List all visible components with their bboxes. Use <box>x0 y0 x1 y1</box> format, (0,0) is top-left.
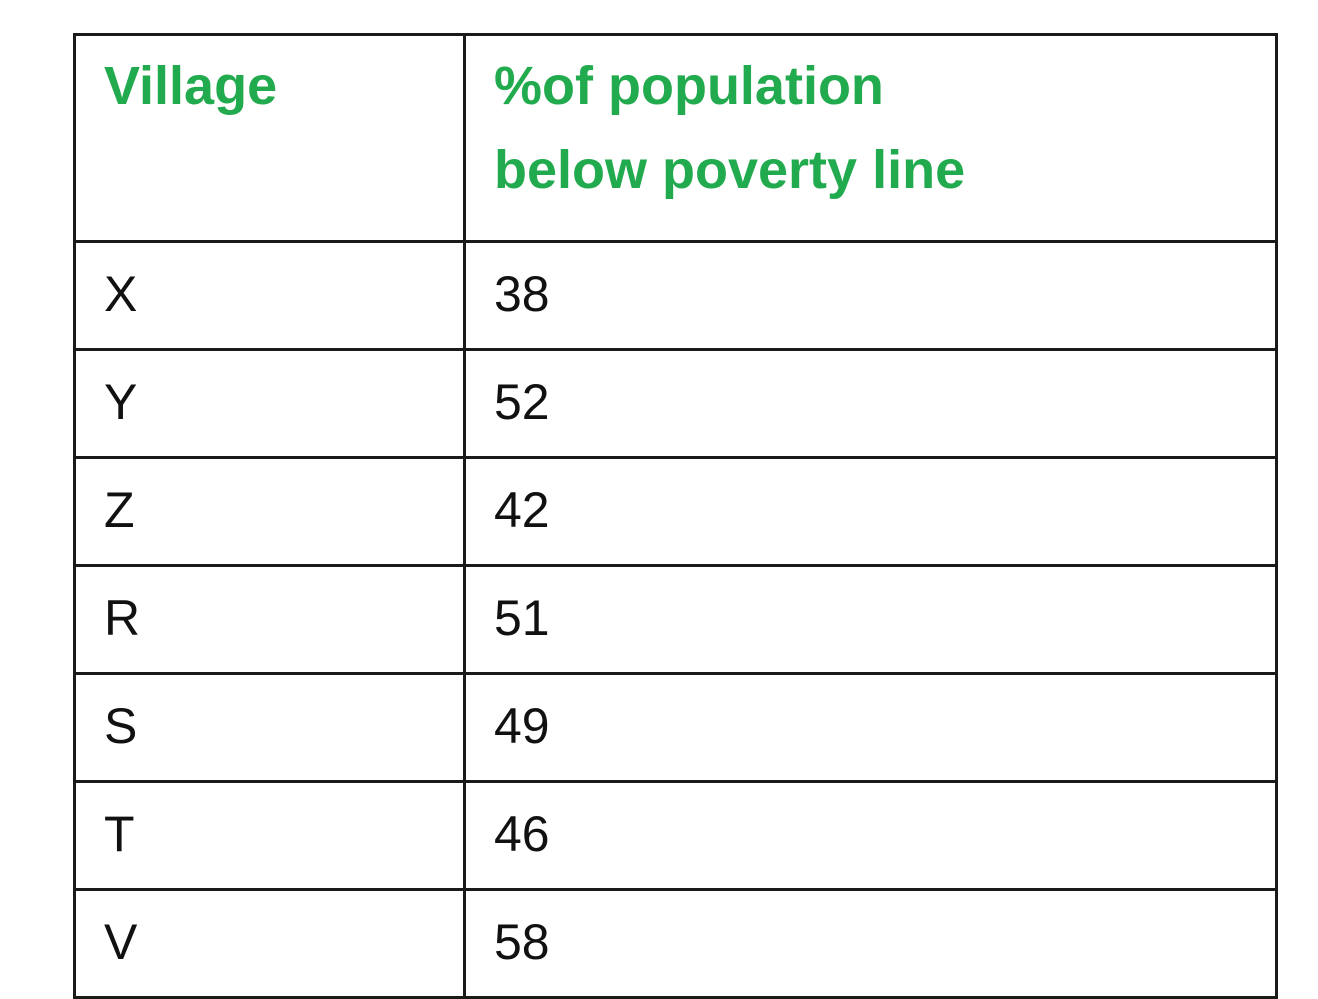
village-cell: T <box>73 780 466 891</box>
table-row: Y 52 <box>73 348 1278 459</box>
table-header: Village %of population below poverty lin… <box>73 33 1278 243</box>
percent-cell: 49 <box>463 672 1278 783</box>
header-percent-below-poverty: %of population below poverty line <box>463 33 1278 243</box>
percent-cell: 46 <box>463 780 1278 891</box>
percent-cell: 42 <box>463 456 1278 567</box>
village-cell: R <box>73 564 466 675</box>
village-cell: Z <box>73 456 466 567</box>
header-percent-line-2: below poverty line <box>494 140 966 200</box>
table-row: Z 42 <box>73 456 1278 567</box>
percent-cell: 38 <box>463 240 1278 351</box>
village-cell: V <box>73 888 466 999</box>
percent-cell: 58 <box>463 888 1278 999</box>
table-row: X 38 <box>73 240 1278 351</box>
poverty-table: Village %of population below poverty lin… <box>73 33 1278 999</box>
percent-cell: 51 <box>463 564 1278 675</box>
header-village: Village <box>73 33 466 243</box>
table-row: S 49 <box>73 672 1278 783</box>
village-cell: S <box>73 672 466 783</box>
village-cell: Y <box>73 348 466 459</box>
header-row: Village %of population below poverty lin… <box>73 33 1278 243</box>
percent-cell: 52 <box>463 348 1278 459</box>
table-body: X 38 Y 52 Z 42 R 51 S 49 T 46 V 58 <box>73 240 1278 999</box>
table-row: R 51 <box>73 564 1278 675</box>
table-row: V 58 <box>73 888 1278 999</box>
table-row: T 46 <box>73 780 1278 891</box>
village-cell: X <box>73 240 466 351</box>
header-percent-line-1: %of population <box>494 56 884 116</box>
